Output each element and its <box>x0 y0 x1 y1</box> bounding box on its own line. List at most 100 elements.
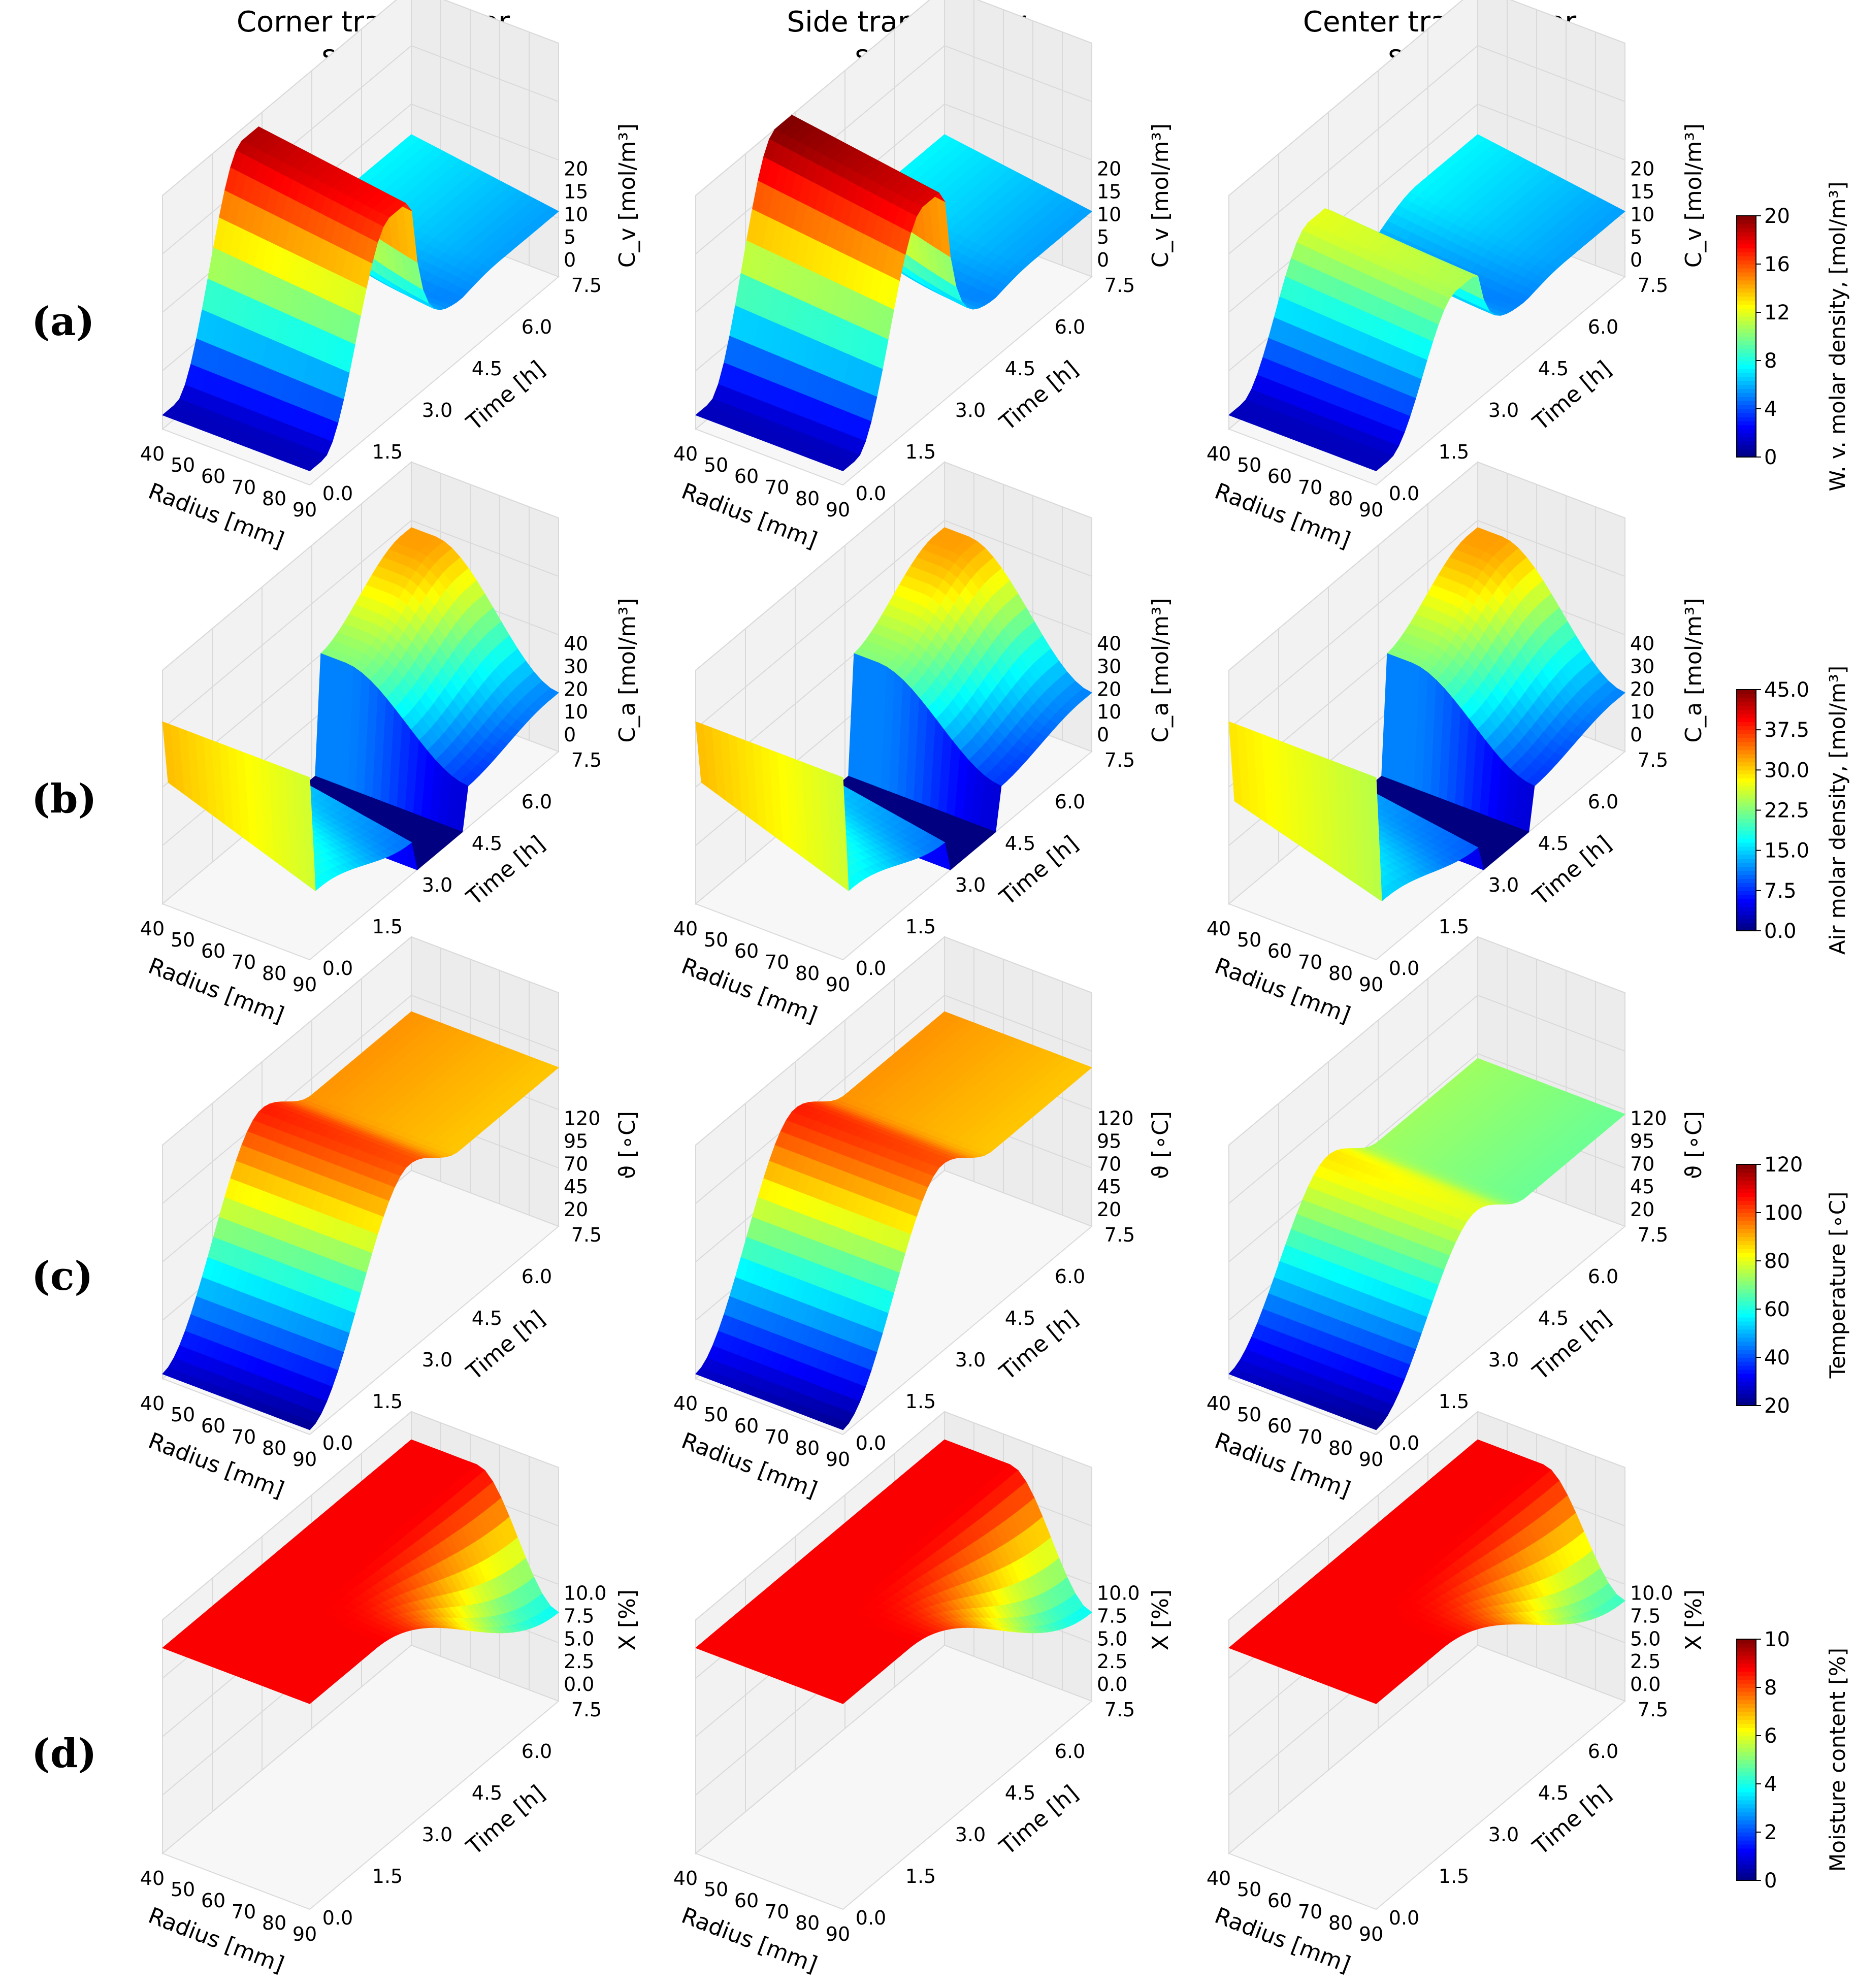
y-tick-label: 1.5 <box>1439 916 1469 938</box>
z-tick-label: 20 <box>1630 158 1654 180</box>
row-label-c: (c) <box>31 1253 93 1299</box>
y-tick-label: 6.0 <box>522 316 552 338</box>
z-tick-label: 40 <box>564 633 588 655</box>
x-tick-label: 60 <box>201 465 225 487</box>
y-tick-label: 3.0 <box>422 399 452 421</box>
z-tick-label: 10 <box>564 203 588 225</box>
x-tick-label: 90 <box>292 499 317 521</box>
y-tick-label: 7.5 <box>1638 749 1668 771</box>
z-axis-label: C_a [mol/m³] <box>1148 598 1174 742</box>
y-tick-label: 0.0 <box>856 482 886 505</box>
z-axis-label: C_v [mol/m³] <box>614 123 640 268</box>
x-tick-label: 50 <box>704 929 728 951</box>
z-tick-label: 10 <box>1630 203 1654 225</box>
z-tick-label: 30 <box>1630 655 1654 677</box>
x-tick-label: 50 <box>704 454 728 476</box>
z-tick-label: 10 <box>1097 203 1121 225</box>
z-tick-label: 40 <box>1630 633 1654 655</box>
z-tick-label: 0 <box>1097 249 1109 271</box>
y-tick-label: 1.5 <box>1439 441 1469 463</box>
y-tick-label: 0.0 <box>1389 957 1419 980</box>
z-tick-label: 20 <box>1097 678 1121 700</box>
z-axis-label: C_a [mol/m³] <box>614 598 640 742</box>
x-tick-label: 90 <box>826 499 850 521</box>
row-label-a: (a) <box>31 299 94 345</box>
x-tick-label: 80 <box>262 962 286 985</box>
x-tick-label: 60 <box>1267 940 1292 962</box>
y-tick-label: 0.0 <box>856 957 886 980</box>
y-tick-label: 4.5 <box>1005 832 1035 855</box>
z-tick-label: 15 <box>564 180 588 203</box>
z-tick-label: 10 <box>1097 701 1121 723</box>
y-tick-label: 7.5 <box>1638 274 1668 297</box>
y-tick-label: 4.5 <box>1538 832 1569 855</box>
row-label-d: (d) <box>31 1731 96 1777</box>
y-tick-label: 3.0 <box>955 874 986 896</box>
y-tick-label: 1.5 <box>372 441 403 463</box>
x-tick-label: 60 <box>201 940 225 962</box>
z-tick-label: 20 <box>564 678 588 700</box>
z-tick-label: 30 <box>564 655 588 677</box>
x-tick-label: 80 <box>262 487 286 510</box>
y-tick-label: 4.5 <box>472 357 502 380</box>
y-tick-label: 1.5 <box>372 916 403 938</box>
x-tick-label: 70 <box>1298 951 1322 973</box>
z-tick-label: 30 <box>1097 655 1121 677</box>
y-tick-label: 0.0 <box>322 957 353 980</box>
row-label-b: (b) <box>31 776 96 822</box>
z-tick-label: 10 <box>1630 701 1654 723</box>
y-tick-label: 3.0 <box>1488 874 1519 896</box>
z-tick-label: 0 <box>564 249 576 271</box>
z-tick-label: 15 <box>1630 180 1654 203</box>
z-tick-label: 15 <box>1097 180 1121 203</box>
x-tick-label: 70 <box>232 951 256 973</box>
y-tick-label: 7.5 <box>1104 274 1135 297</box>
x-tick-label: 90 <box>292 973 317 996</box>
x-tick-label: 50 <box>1237 929 1261 951</box>
y-tick-label: 1.5 <box>905 441 936 463</box>
z-tick-label: 0 <box>1630 249 1642 271</box>
y-tick-label: 6.0 <box>522 791 552 813</box>
x-tick-label: 60 <box>1267 465 1292 487</box>
z-axis-label: C_v [mol/m³] <box>1148 123 1174 268</box>
y-tick-label: 6.0 <box>1055 791 1085 813</box>
z-tick-label: 20 <box>1630 678 1654 700</box>
z-tick-label: 0 <box>1630 724 1642 746</box>
x-tick-label: 40 <box>1207 918 1231 940</box>
z-tick-label: 5 <box>1097 226 1109 248</box>
x-tick-label: 60 <box>734 940 759 962</box>
y-tick-label: 1.5 <box>905 916 936 938</box>
x-tick-label: 70 <box>765 951 789 973</box>
y-tick-label: 4.5 <box>1538 357 1569 380</box>
x-tick-label: 40 <box>673 918 698 940</box>
x-tick-label: 80 <box>1328 487 1353 510</box>
z-tick-label: 20 <box>564 158 588 180</box>
x-tick-label: 90 <box>826 973 850 996</box>
y-tick-label: 0.0 <box>322 482 353 505</box>
x-tick-label: 90 <box>1359 499 1383 521</box>
y-tick-label: 0.0 <box>1389 482 1419 505</box>
z-tick-label: 5 <box>1630 226 1642 248</box>
y-tick-label: 4.5 <box>472 832 502 855</box>
x-tick-label: 40 <box>140 918 165 940</box>
y-tick-label: 3.0 <box>955 399 986 421</box>
row-labels: (a) (b) (c) (d) <box>31 299 96 1777</box>
z-tick-label: 5 <box>564 226 576 248</box>
z-axis-label: C_a [mol/m³] <box>1681 598 1707 742</box>
x-tick-label: 40 <box>140 443 165 465</box>
x-tick-label: 90 <box>1359 973 1383 996</box>
z-tick-label: 10 <box>564 701 588 723</box>
x-tick-label: 70 <box>765 476 789 499</box>
y-tick-label: 4.5 <box>1005 357 1035 380</box>
z-tick-label: 0 <box>1097 724 1109 746</box>
x-tick-label: 80 <box>1328 962 1353 985</box>
